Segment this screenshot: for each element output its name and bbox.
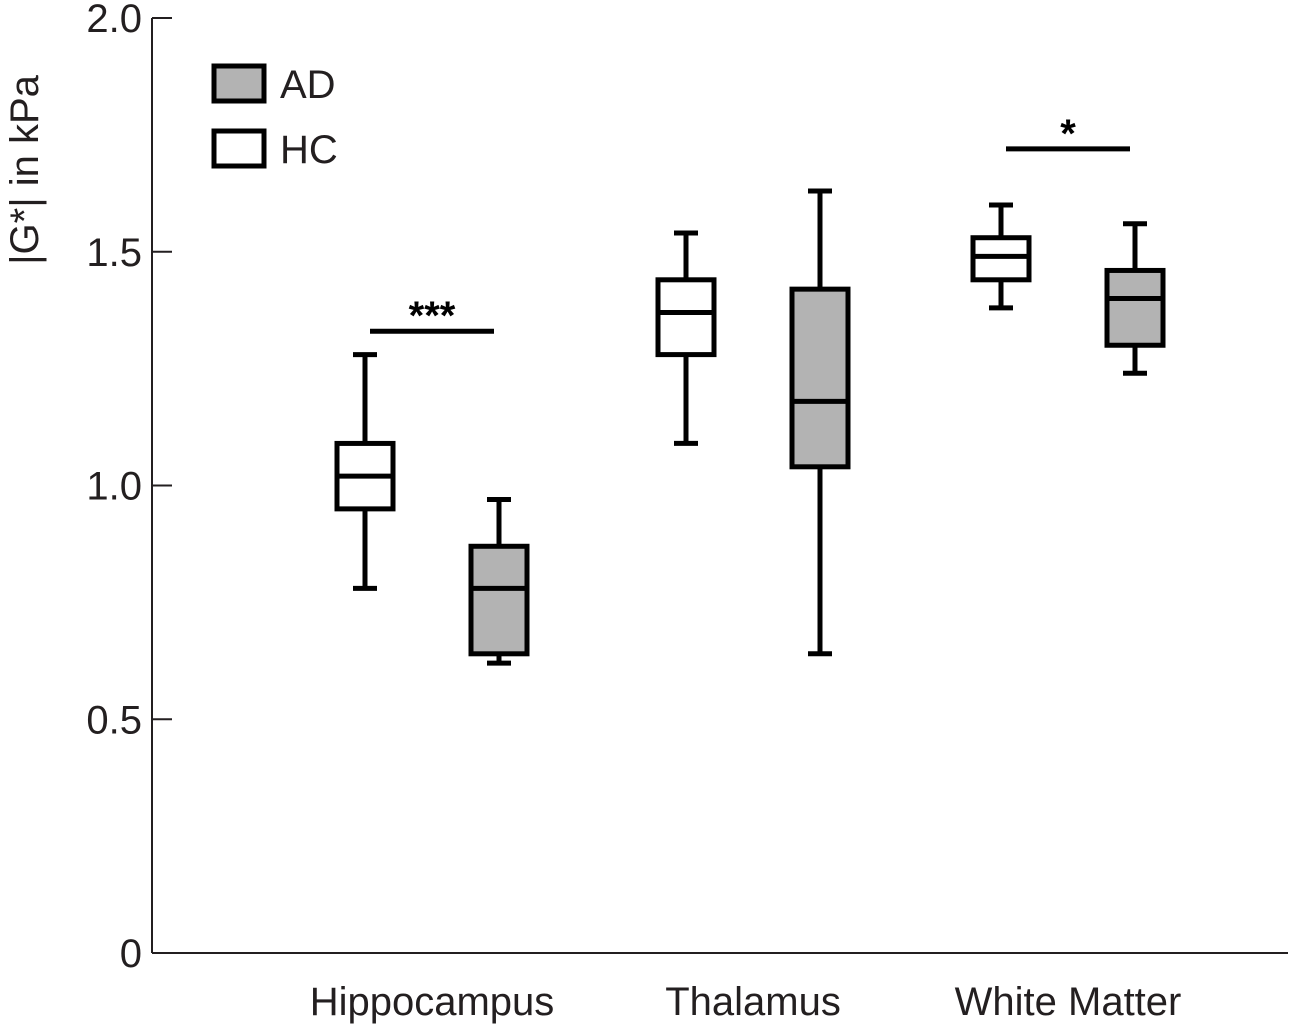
- y-axis-ticks: 0 0.5 1.0 1.5 2.0: [86, 0, 172, 976]
- y-tick-label: 0.5: [86, 698, 142, 742]
- legend-label-ad: AD: [280, 63, 336, 107]
- y-tick-label: 2.0: [86, 0, 142, 41]
- category-labels: Hippocampus Thalamus White Matter: [310, 980, 1182, 1024]
- y-tick-label: 1.0: [86, 465, 142, 509]
- legend: AD HC: [211, 63, 338, 172]
- category-label: White Matter: [955, 980, 1182, 1024]
- iqr-box: [789, 286, 851, 470]
- category-label: Hippocampus: [310, 980, 555, 1024]
- iqr-box: [1104, 267, 1166, 348]
- boxes: [334, 188, 1166, 666]
- significance-label: *: [1060, 112, 1076, 156]
- iqr-box: [468, 543, 530, 657]
- y-tick-label: 1.5: [86, 231, 142, 275]
- y-tick-label: 0: [120, 932, 142, 976]
- legend-swatch-hc: [211, 128, 267, 169]
- significance-label: ***: [409, 294, 456, 338]
- legend-swatch-ad: [211, 63, 267, 104]
- box-hc-hippocampus: [334, 352, 396, 591]
- category-label: Thalamus: [665, 980, 841, 1024]
- box-ad-thalamus: [789, 188, 851, 657]
- box-ad-hippocampus: [468, 497, 530, 666]
- significance-markers: ****: [370, 112, 1130, 338]
- legend-label-hc: HC: [280, 128, 338, 172]
- box-hc-white-matter: [970, 202, 1032, 311]
- iqr-box: [655, 277, 717, 358]
- y-axis-label: |G*| in kPa: [3, 74, 47, 265]
- box-ad-white-matter: [1104, 221, 1166, 376]
- box-hc-thalamus: [655, 230, 717, 446]
